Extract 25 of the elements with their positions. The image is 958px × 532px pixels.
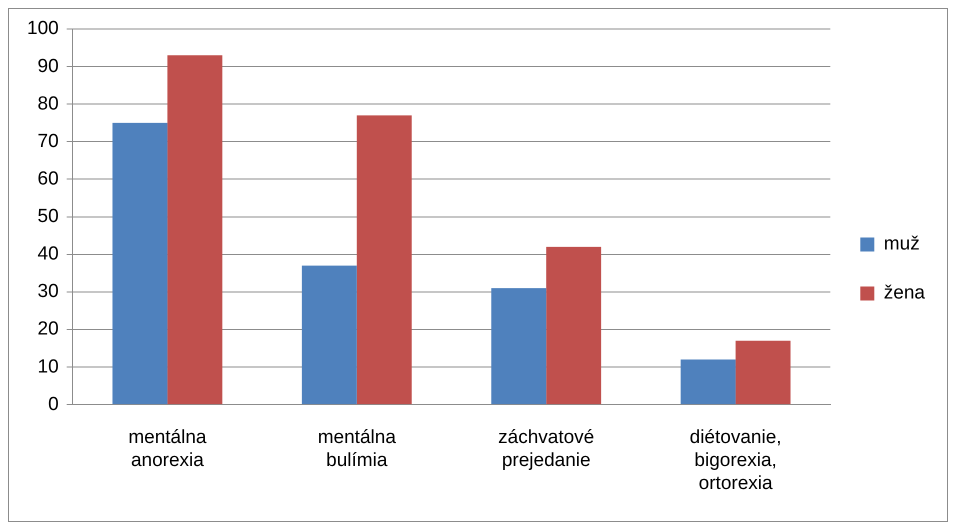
x-tick-label: diétovanie, bigorexia, ortorexia [690, 427, 782, 494]
bar [167, 55, 222, 404]
bar [356, 115, 412, 404]
y-tick-label: 60 [38, 168, 59, 190]
y-tick-label: 0 [48, 394, 59, 415]
bar [736, 340, 791, 404]
y-tick-label: 100 [27, 18, 59, 40]
y-tick-label: 40 [38, 244, 59, 265]
y-tick-label: 50 [38, 206, 59, 228]
y-tick-label: 80 [38, 93, 59, 114]
bar [680, 360, 736, 404]
legend-label: muž [884, 234, 920, 255]
bar [546, 246, 602, 404]
y-tick-label: 10 [38, 356, 59, 378]
bar [302, 266, 357, 404]
x-tick-label: mentálna bulímia [318, 427, 396, 472]
bar [491, 288, 546, 404]
legend-label: žena [884, 282, 926, 304]
y-tick-label: 20 [38, 318, 59, 340]
bar [112, 122, 168, 404]
y-tick-label: 90 [38, 56, 59, 77]
y-tick-label: 30 [38, 281, 59, 302]
x-tick-label: mentálna anorexia [128, 427, 207, 472]
y-tick-label: 70 [38, 130, 59, 152]
x-tick-label: záchvatové prejedanie [498, 427, 594, 472]
